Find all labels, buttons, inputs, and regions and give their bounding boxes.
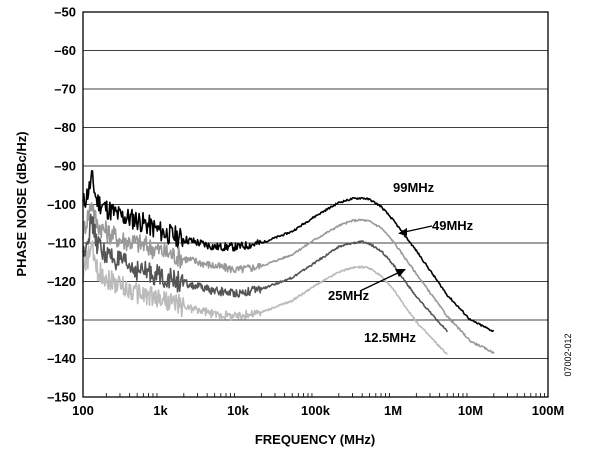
- y-tick-label: –80: [54, 120, 76, 135]
- y-tick-label: –90: [54, 159, 76, 174]
- y-tick-label: –130: [47, 313, 76, 328]
- x-tick-label: 100M: [532, 403, 565, 418]
- x-tick-label: 1M: [384, 403, 402, 418]
- label-12-5mhz: 12.5MHz: [364, 330, 417, 345]
- series-line: [82, 170, 495, 333]
- series-line: [82, 202, 495, 354]
- plot-area-frame: [82, 11, 549, 398]
- series-line: [82, 213, 448, 333]
- y-tick-label: –150: [47, 390, 76, 405]
- label-25mhz: 25MHz: [328, 288, 370, 303]
- y-tick-label: –50: [54, 5, 76, 20]
- label-99mhz: 99MHz: [393, 180, 435, 195]
- y-tick-labels: –50 –60 –70 –80 –90 –100 –110 –120 –130 –140 –150: [47, 5, 76, 405]
- y-tick-label: –140: [47, 351, 76, 366]
- arrowhead-25mhz: [395, 269, 406, 277]
- series-line: [82, 240, 448, 355]
- x-tick-label: 100k: [301, 403, 331, 418]
- y-tick-label: –60: [54, 43, 76, 58]
- y-tick-label: –100: [47, 197, 76, 212]
- y-tick-label: –70: [54, 82, 76, 97]
- x-tick-label: 100: [72, 403, 94, 418]
- y-tick-label: –120: [47, 274, 76, 289]
- y-tick-label: –110: [48, 236, 76, 251]
- x-tick-label: 10M: [458, 403, 483, 418]
- x-tick-labels: 100 1k 10k 100k 1M 10M 100M: [72, 393, 564, 418]
- x-tick-label: 1k: [153, 403, 168, 418]
- label-49mhz: 49MHz: [432, 218, 474, 233]
- figure-id: 07002-012: [563, 333, 573, 376]
- series-group: [82, 170, 495, 355]
- x-axis-title: FREQUENCY (MHz): [255, 432, 375, 447]
- y-axis-title: PHASE NOISE (dBc/Hz): [14, 131, 29, 276]
- x-tick-label: 10k: [227, 403, 249, 418]
- grid-lines: [83, 50, 548, 359]
- arrow-25mhz: [359, 269, 405, 292]
- arrowhead-49mhz: [398, 228, 407, 236]
